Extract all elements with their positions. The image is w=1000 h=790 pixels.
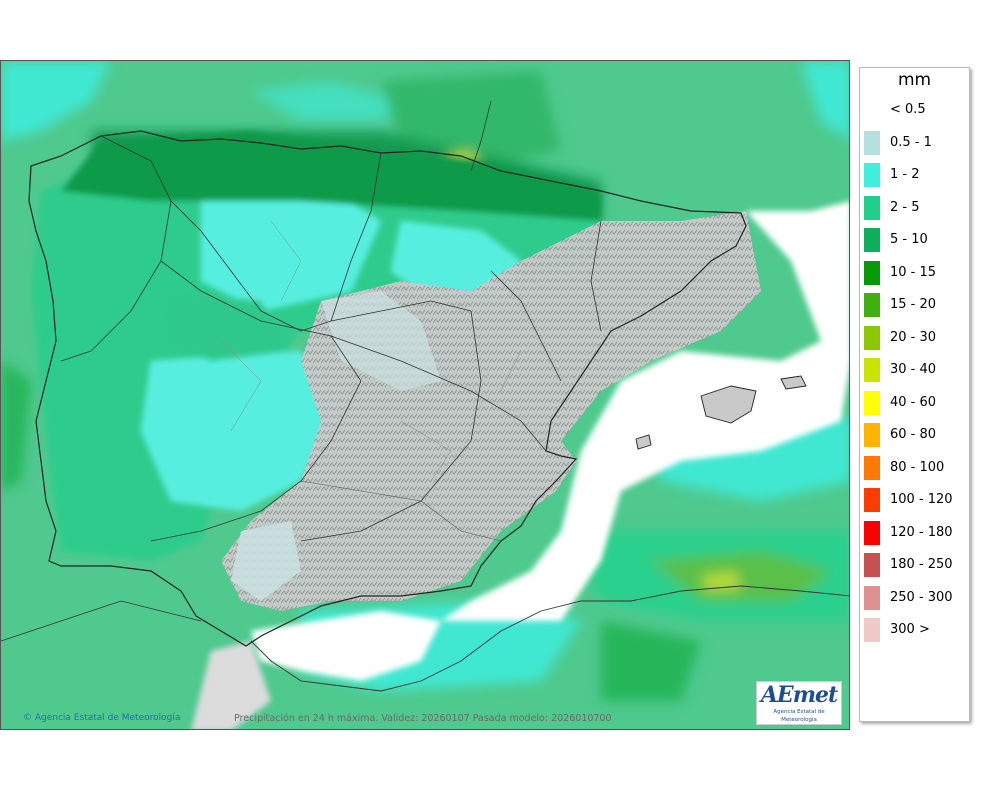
legend-swatch	[864, 455, 880, 480]
legend-label: 100 - 120	[890, 492, 953, 507]
legend-label: 300 >	[890, 622, 930, 637]
precipitation-legend: mm < 0.5 0.5 - 1 1 - 2 2 - 5 5 - 10 10 - 15 15…	[859, 67, 970, 722]
borders-layer	[1, 100, 849, 692]
legend-swatch	[864, 390, 880, 415]
legend-label: < 0.5	[890, 102, 926, 117]
legend-label: 250 - 300	[890, 589, 953, 605]
legend-swatch	[864, 228, 880, 252]
legend-item: 120 - 180	[864, 520, 968, 545]
copyright-credit: © Agencia Estatal de Meteorología	[23, 713, 181, 723]
legend-item: 10 - 15	[864, 260, 968, 285]
legend-swatch	[864, 488, 880, 512]
legend-swatch	[864, 325, 880, 350]
legend-item: 30 - 40	[864, 358, 968, 382]
logo-text: AEmet	[760, 682, 838, 708]
legend-item: 0.5 - 1	[864, 130, 968, 155]
legend-item: 40 - 60	[864, 390, 968, 415]
legend-swatch	[864, 520, 880, 545]
precipitation-field	[1, 61, 849, 729]
legend-swatch	[864, 163, 880, 187]
legend-label: 40 - 60	[890, 394, 937, 410]
legend-item: 1 - 2	[864, 163, 968, 187]
legend-item: < 0.5	[864, 98, 968, 122]
legend-label: 1 - 2	[890, 167, 920, 182]
legend-label: 80 - 100	[890, 459, 945, 475]
legend-swatch	[864, 130, 880, 155]
legend-label: 20 - 30	[890, 329, 937, 345]
legend-swatch	[864, 585, 880, 610]
legend-item: 180 - 250	[864, 553, 968, 577]
legend-label: 2 - 5	[890, 199, 920, 215]
legend-item: 5 - 10	[864, 228, 968, 252]
legend-label: 15 - 20	[890, 297, 937, 312]
legend-label: 10 - 15	[890, 264, 937, 280]
legend-label: 180 - 250	[890, 557, 953, 572]
credit-text: Agencia Estatal de Meteorología	[34, 713, 181, 723]
legend-swatch	[864, 618, 880, 642]
precipitation-map: © Agencia Estatal de Meteorología Precip…	[0, 60, 850, 730]
legend-title: mm	[897, 70, 932, 90]
legend-item: 250 - 300	[864, 585, 968, 610]
legend-item: 60 - 80	[864, 423, 968, 447]
legend-swatch	[864, 260, 880, 285]
legend-label: 120 - 180	[890, 524, 953, 540]
legend-item: 300 >	[864, 618, 968, 642]
legend-item: 20 - 30	[864, 325, 968, 350]
legend-swatch	[864, 195, 880, 220]
legend-item: 15 - 20	[864, 293, 968, 317]
legend-label: 30 - 40	[890, 362, 937, 377]
legend-swatch	[864, 293, 880, 317]
map-caption: Precipitación en 24 h máxima. Validez: 2…	[234, 713, 612, 724]
legend-swatch	[864, 358, 880, 382]
legend-item: 2 - 5	[864, 195, 968, 220]
legend-label: 5 - 10	[890, 232, 928, 247]
legend-swatch	[864, 98, 880, 122]
map-canvas	[1, 61, 849, 729]
aemet-logo: AEmet Agencia Estatal de Meteorología	[756, 681, 842, 725]
legend-swatch	[864, 553, 880, 577]
legend-item: 80 - 100	[864, 455, 968, 480]
legend-item: 100 - 120	[864, 488, 968, 512]
legend-label: 60 - 80	[890, 427, 937, 442]
legend-swatch	[864, 423, 880, 447]
legend-label: 0.5 - 1	[890, 134, 932, 150]
logo-subtitle: Agencia Estatal de Meteorología	[773, 709, 825, 723]
